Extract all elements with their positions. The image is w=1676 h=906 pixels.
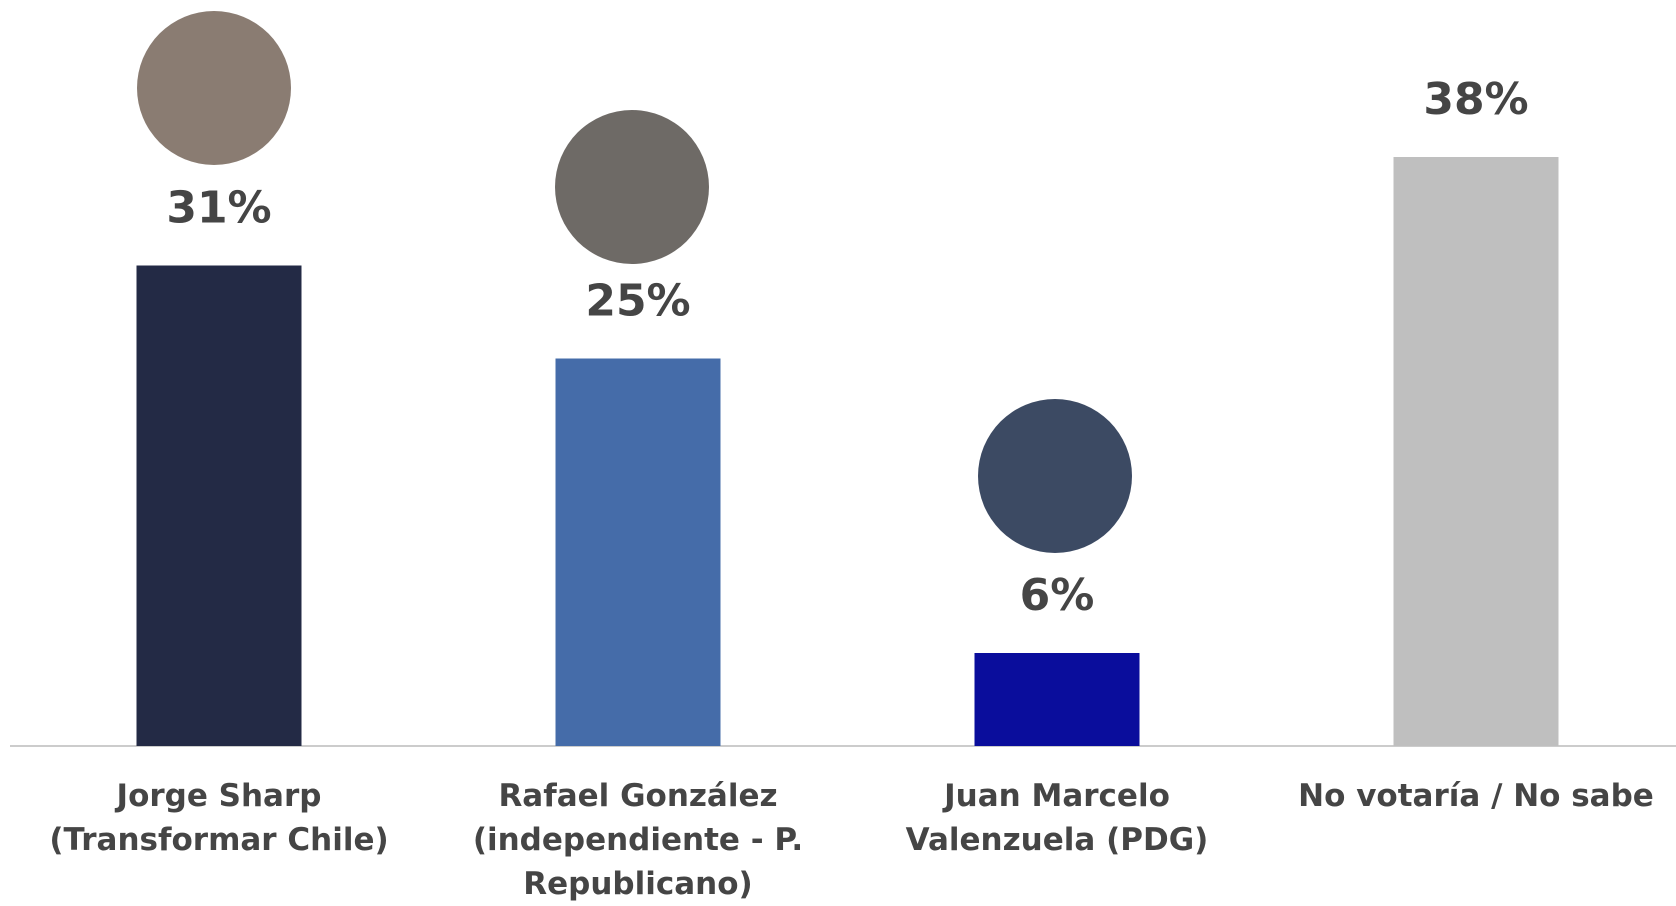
value-label: 31%: [166, 183, 271, 234]
category-label: Juan Marcelo Valenzuela (PDG): [906, 778, 1209, 858]
value-label: 25%: [585, 276, 690, 327]
photo: [137, 11, 291, 165]
photo: [978, 399, 1132, 553]
value-label: 6%: [1020, 570, 1095, 621]
photo: [555, 110, 709, 264]
value-label: 38%: [1423, 74, 1528, 125]
category-label: No votaría / No sabe: [1298, 778, 1654, 814]
category-label: Jorge Sharp (Transformar Chile): [49, 778, 388, 858]
bar: [136, 265, 302, 746]
candidate-photos: [137, 11, 1132, 553]
bar: [555, 358, 721, 746]
category-label: Rafael González (independiente - P. Republ…: [473, 778, 803, 902]
bar: [974, 653, 1140, 746]
bar: [1393, 157, 1559, 746]
